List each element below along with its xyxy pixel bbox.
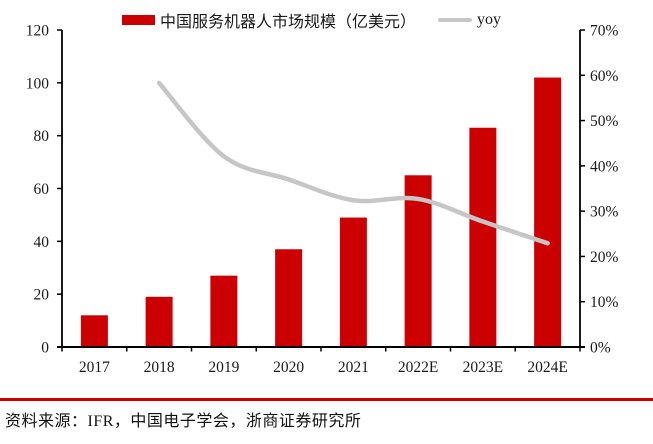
x-axis-category-label: 2024E — [527, 359, 567, 376]
source-text: 资料来源：IFR，中国电子学会，浙商证券研究所 — [5, 413, 362, 430]
x-axis-category-label: 2017 — [79, 359, 110, 376]
bar-2020 — [275, 249, 303, 347]
bar-2018 — [145, 296, 173, 347]
bar-2023E — [469, 127, 497, 347]
left-axis-tick-label: 20 — [34, 287, 50, 304]
legend-item-yoy: yoy — [438, 11, 501, 29]
left-axis-tick-label: 80 — [34, 128, 50, 145]
left-axis-tick-label: 60 — [34, 181, 50, 198]
x-axis-category-label: 2022E — [398, 359, 438, 376]
left-axis-tick-label: 0 — [41, 340, 49, 357]
right-axis-tick-label: 60% — [590, 68, 619, 85]
bar-series-swatch-icon — [122, 15, 155, 25]
yoy-line — [156, 80, 550, 246]
bar-2017 — [80, 315, 108, 347]
legend: 中国服务机器人市场规模（亿美元） yoy — [122, 8, 501, 32]
left-axis-tick-label: 40 — [34, 234, 50, 251]
x-axis-category-label: 2023E — [463, 359, 503, 376]
right-axis-tick-label: 0% — [590, 340, 611, 357]
bar-2019 — [210, 275, 238, 347]
right-axis-tick-label: 10% — [590, 294, 619, 311]
right-axis-tick-label: 40% — [590, 158, 619, 175]
x-axis-category-label: 2018 — [144, 359, 175, 376]
right-axis-tick-label: 50% — [590, 113, 619, 130]
x-axis-category-label: 2019 — [208, 359, 239, 376]
source-divider-line — [0, 398, 653, 401]
right-axis-tick-label: 70% — [590, 23, 619, 40]
left-axis-tick-label: 100 — [26, 75, 50, 92]
x-axis-category-label: 2021 — [338, 359, 369, 376]
line-series-swatch-icon — [438, 18, 473, 22]
left-axis-tick-label: 120 — [26, 23, 50, 40]
legend-item-market-size: 中国服务机器人市场规模（亿美元） — [122, 8, 416, 32]
x-axis-category-label: 2020 — [273, 359, 304, 376]
bar-2021 — [339, 217, 367, 347]
right-axis-tick-label: 30% — [590, 204, 619, 221]
bar-line-chart: 0 20 40 60 80 100 120 0% 10% 20% 30% 40% 50% 60% 70% 20… — [26, 23, 619, 377]
legend-label-yoy: yoy — [477, 11, 502, 28]
right-axis-tick-label: 20% — [590, 249, 619, 266]
bar-2024E — [534, 77, 562, 348]
bar-2022E — [404, 175, 432, 347]
legend-label-market-size: 中国服务机器人市场规模（亿美元） — [160, 14, 417, 31]
